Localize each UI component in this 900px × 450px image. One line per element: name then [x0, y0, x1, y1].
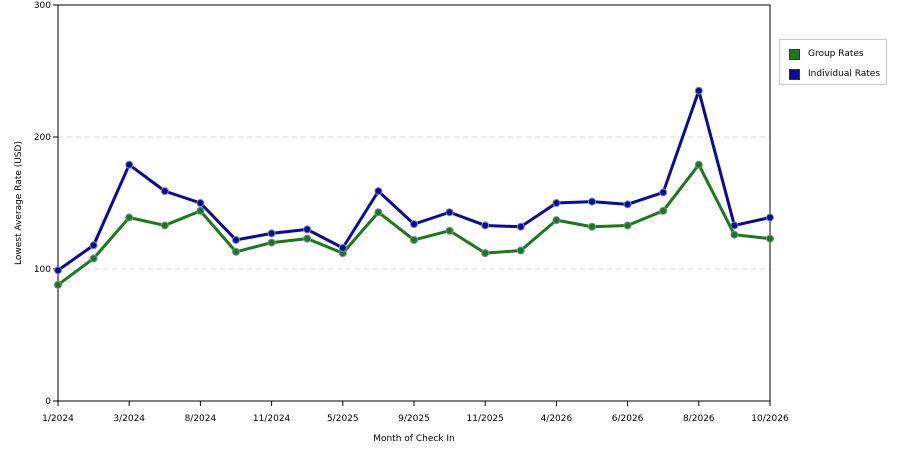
x-tick-label: 10/2026	[751, 414, 789, 424]
series-group	[54, 86, 774, 289]
data-point-group-rates	[445, 226, 454, 235]
legend-swatch-group-rates	[789, 48, 800, 60]
x-axis-title: Month of Check In	[373, 434, 455, 444]
x-tick-label: 8/2026	[683, 414, 715, 424]
y-tick-label: 200	[34, 133, 51, 143]
axes	[57, 4, 771, 402]
data-point-individual-rates	[516, 222, 525, 231]
data-point-group-rates	[516, 246, 525, 255]
data-point-individual-rates	[659, 188, 668, 197]
legend-item-individual-rates: Individual Rates	[789, 67, 880, 81]
data-point-group-rates	[232, 247, 240, 256]
data-point-individual-rates	[623, 200, 632, 209]
data-point-individual-rates	[374, 187, 383, 196]
x-tick-label: 5/2025	[327, 414, 359, 424]
data-point-group-rates	[196, 206, 205, 215]
y-tick-label: 300	[34, 1, 51, 11]
data-point-individual-rates	[160, 187, 169, 196]
y-axis-title: Lowest Average Rate (USD)	[14, 141, 24, 265]
data-point-individual-rates	[588, 197, 596, 206]
data-point-group-rates	[481, 249, 490, 258]
y-tick-label: 0	[45, 397, 51, 407]
data-point-group-rates	[730, 230, 739, 239]
y-axis-ticks: 0 100 200 300	[34, 1, 58, 407]
data-point-individual-rates	[303, 225, 312, 234]
x-tick-label: 4/2026	[541, 414, 573, 424]
data-point-individual-rates	[445, 208, 454, 217]
data-point-group-rates	[374, 208, 383, 217]
legend-label-individual-rates: Individual Rates	[808, 69, 881, 79]
data-point-individual-rates	[338, 243, 347, 252]
data-point-group-rates	[125, 213, 134, 222]
data-point-group-rates	[267, 238, 276, 247]
x-tick-label: 11/2025	[467, 414, 504, 424]
plot-frame	[57, 4, 771, 402]
data-point-group-rates	[659, 206, 668, 215]
data-point-individual-rates	[125, 160, 134, 169]
data-point-group-rates	[89, 254, 98, 263]
x-tick-label: 6/2026	[612, 414, 644, 424]
legend: Group Rates Individual Rates	[779, 39, 887, 85]
data-point-group-rates	[623, 221, 632, 230]
data-point-group-rates	[694, 160, 703, 169]
x-tick-label: 9/2025	[398, 414, 430, 424]
data-point-individual-rates	[552, 199, 561, 207]
legend-swatch-individual-rates	[789, 68, 800, 80]
y-tick-label: 100	[34, 265, 51, 275]
data-point-individual-rates	[766, 213, 774, 222]
data-point-individual-rates	[730, 221, 739, 230]
legend-label-group-rates: Group Rates	[808, 49, 864, 59]
data-point-individual-rates	[89, 241, 98, 250]
data-point-individual-rates	[232, 235, 240, 244]
x-axis-ticks: 1/2024 3/2024 8/2024 11/2024 5/2025 9/2025 11/…	[42, 401, 789, 424]
data-point-individual-rates	[54, 266, 62, 275]
data-point-individual-rates	[196, 199, 205, 207]
data-point-group-rates	[303, 234, 312, 243]
data-point-group-rates	[588, 222, 596, 231]
data-point-individual-rates	[694, 86, 703, 95]
grid-lines	[58, 136, 770, 270]
data-point-group-rates	[552, 216, 561, 225]
data-point-group-rates	[160, 221, 169, 230]
data-point-individual-rates	[410, 220, 418, 229]
data-point-individual-rates	[267, 229, 276, 238]
x-tick-label: 8/2024	[185, 414, 217, 424]
data-point-group-rates	[410, 235, 418, 244]
data-point-group-rates	[54, 280, 62, 289]
data-point-individual-rates	[481, 221, 490, 230]
x-tick-label: 11/2024	[253, 414, 291, 424]
x-tick-label: 1/2024	[42, 414, 74, 424]
legend-item-group-rates: Group Rates	[789, 47, 864, 61]
data-point-group-rates	[766, 234, 774, 243]
x-tick-label: 3/2024	[113, 414, 145, 424]
